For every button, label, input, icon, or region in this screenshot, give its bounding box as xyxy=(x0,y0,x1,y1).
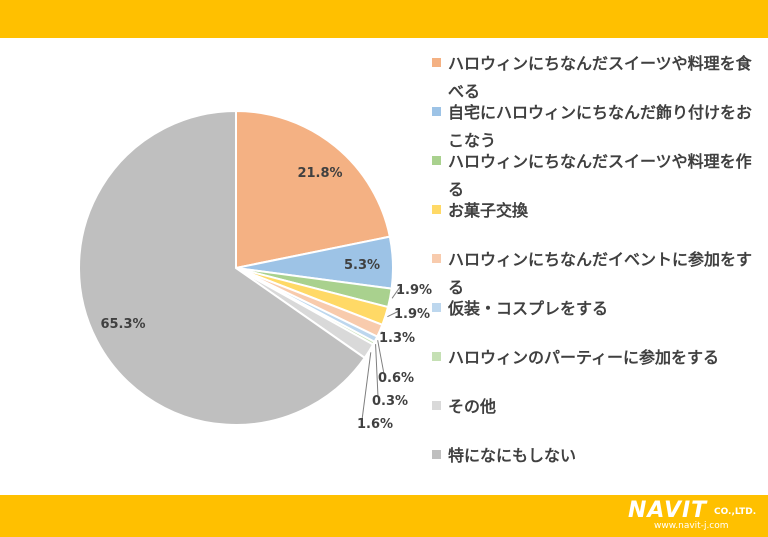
legend-swatch xyxy=(432,156,441,165)
legend-item: 自宅にハロウィンにちなんだ飾り付けをおこなう xyxy=(432,99,762,150)
data-label: 65.3% xyxy=(100,317,145,332)
leader-line xyxy=(377,340,385,375)
legend-item: ハロウィンにちなんだイベントに参加をする xyxy=(432,246,762,297)
legend-item: ハロウィンのパーティーに参加をする xyxy=(432,344,762,393)
legend-item: ハロウィンにちなんだスイーツや料理を食べる xyxy=(432,50,762,101)
legend-label: その他 xyxy=(448,397,497,416)
legend-swatch xyxy=(432,107,441,116)
legend-label: ハロウィンのパーティーに参加をする xyxy=(448,348,720,367)
legend-item: その他 xyxy=(432,393,762,442)
pie-slice xyxy=(78,109,367,426)
leader-line xyxy=(391,286,401,299)
legend-swatch xyxy=(432,58,441,67)
data-label: 1.6% xyxy=(357,417,393,432)
legend-swatch xyxy=(432,254,441,263)
leader-line xyxy=(375,344,379,398)
legend-label: ハロウィンにちなんだスイーツや料理を作る xyxy=(448,152,752,199)
legend-item: 特になにもしない xyxy=(432,442,762,491)
data-label: 1.9% xyxy=(396,283,432,298)
company-logo: NAVIT CO.,LTD. www.navit-j.com xyxy=(628,498,760,534)
legend: ハロウィンにちなんだスイーツや料理を食べる 自宅にハロウィンにちなんだ飾り付けを… xyxy=(432,50,762,491)
pie-slices xyxy=(78,109,394,426)
legend-swatch xyxy=(432,303,441,312)
legend-label: 特になにもしない xyxy=(448,446,577,465)
leader-line xyxy=(361,352,372,421)
legend-item: お菓子交換 xyxy=(432,197,762,246)
leader-lines xyxy=(361,286,401,421)
data-label: 1.3% xyxy=(379,331,415,346)
legend-swatch xyxy=(432,205,441,214)
legend-label: ハロウィンにちなんだスイーツや料理を食べる xyxy=(448,54,752,101)
leader-line xyxy=(381,331,385,336)
legend-label: お菓子交換 xyxy=(448,201,529,220)
data-label: 0.3% xyxy=(372,394,408,409)
legend-label: ハロウィンにちなんだイベントに参加をする xyxy=(448,250,753,297)
bottom-banner: NAVIT CO.,LTD. www.navit-j.com xyxy=(0,495,768,537)
data-label: 21.8% xyxy=(297,166,342,181)
logo-name: NAVIT xyxy=(628,498,708,523)
top-banner xyxy=(0,0,768,38)
logo-url: www.navit-j.com xyxy=(654,521,729,531)
legend-item: ハロウィンにちなんだスイーツや料理を作る xyxy=(432,148,762,199)
leader-line xyxy=(387,310,400,318)
data-label: 0.6% xyxy=(378,371,414,386)
legend-swatch xyxy=(432,450,441,459)
logo-suffix: CO.,LTD. xyxy=(714,507,757,517)
legend-label: 仮装・コスプレをする xyxy=(448,299,609,318)
data-labels: 21.8% 5.3% 1.9% 1.9% 1.3% 0.6% 0.3% 1.6% 65.3% xyxy=(100,166,432,432)
pie-slice xyxy=(235,109,392,270)
legend-label: 自宅にハロウィンにちなんだ飾り付けをおこなう xyxy=(448,103,753,150)
legend-swatch xyxy=(432,352,441,361)
data-label: 5.3% xyxy=(344,258,380,273)
legend-swatch xyxy=(432,401,441,410)
legend-item: 仮装・コスプレをする xyxy=(432,295,762,344)
data-label: 1.9% xyxy=(394,307,430,322)
